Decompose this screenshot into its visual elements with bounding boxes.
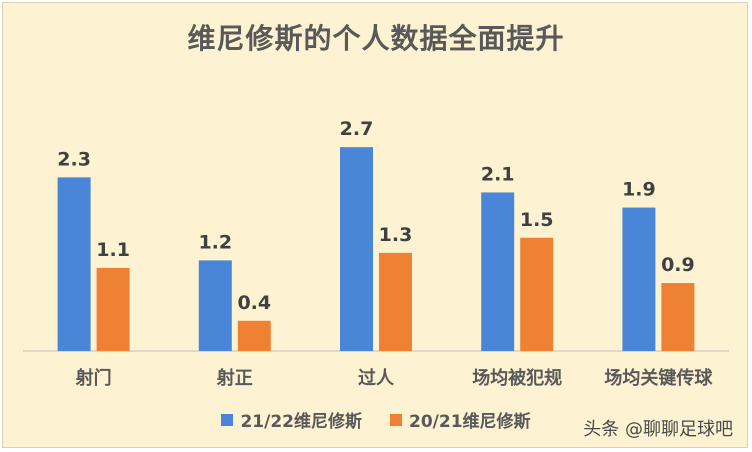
- legend-label-series-1: 21/22维尼修斯: [240, 412, 362, 432]
- data-label-series-2-2: 0.4: [237, 292, 271, 314]
- watermark: 头条 @聊聊足球吧: [583, 419, 733, 440]
- chart-title: 维尼修斯的个人数据全面提升: [187, 22, 565, 55]
- x-tick-label-3: 过人: [358, 367, 395, 389]
- bar-series-2-5: [661, 283, 695, 351]
- data-label-series-1-5: 1.9: [622, 179, 656, 201]
- bar-chart: 2.3 1.1 射门 1.2 0.4 射正 2.7 1.3 过人 2.1 1.5 场均被犯规 1.9 0.…: [23, 118, 729, 389]
- bar-series-2-2: [237, 320, 271, 351]
- data-label-series-2-1: 1.1: [96, 239, 130, 261]
- data-label-series-2-4: 1.5: [520, 209, 554, 231]
- bar-series-2-3: [379, 252, 412, 351]
- data-label-series-2-3: 1.3: [379, 224, 413, 246]
- data-label-series-1-1: 2.3: [57, 148, 91, 170]
- bar-series-1-1: [57, 177, 91, 351]
- legend-item-series-2: 20/21维尼修斯: [390, 407, 531, 432]
- data-label-series-1-2: 1.2: [198, 231, 232, 253]
- bar-series-2-4: [520, 237, 554, 351]
- chart-frame: 维尼修斯的个人数据全面提升 2.3 1.1 射门 1.2 0.4 射正 2.7 1.3 过人 2.…: [2, 2, 748, 448]
- x-tick-label-2: 射正: [216, 367, 253, 389]
- data-label-series-1-4: 2.1: [481, 163, 515, 185]
- x-tick-label-5: 场均关键传球: [604, 367, 713, 389]
- bar-series-1-3: [340, 147, 373, 351]
- legend-swatch-series-2: [390, 413, 402, 426]
- data-label-series-2-5: 0.9: [661, 254, 695, 276]
- data-label-series-1-3: 2.7: [340, 118, 374, 140]
- legend-swatch-series-1: [221, 413, 234, 426]
- bar-series-1-2: [198, 260, 232, 351]
- x-tick-label-4: 场均被犯规: [472, 367, 562, 389]
- bar-series-1-4: [481, 192, 515, 351]
- legend-item-series-1: 21/22维尼修斯: [221, 407, 362, 432]
- bar-series-2-1: [96, 267, 130, 351]
- x-tick-label-1: 射门: [75, 367, 112, 389]
- bar-series-1-5: [622, 207, 656, 351]
- legend: 21/22维尼修斯 20/21维尼修斯: [3, 407, 749, 432]
- legend-label-series-2: 20/21维尼修斯: [409, 412, 531, 432]
